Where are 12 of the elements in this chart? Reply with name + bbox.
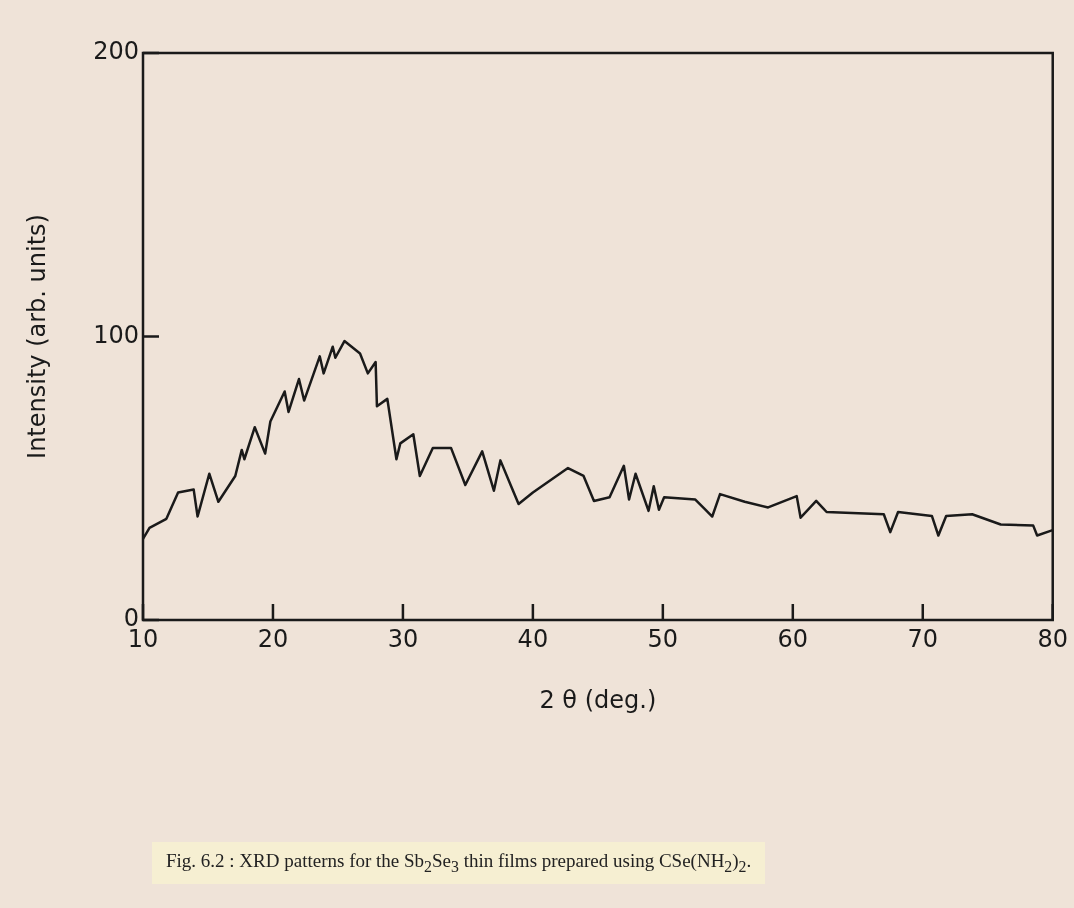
- x-tick-label: 80: [1037, 624, 1068, 653]
- y-axis-title: Intensity (arb. units): [22, 214, 51, 459]
- x-tick-label: 30: [387, 624, 419, 653]
- x-axis-title: 2 θ (deg.): [539, 685, 657, 714]
- y-tick-label: 100: [93, 320, 139, 349]
- y-tick-label: 200: [93, 37, 139, 66]
- x-tick-label: 70: [907, 624, 939, 653]
- x-tick-label: 60: [777, 624, 809, 653]
- x-tick-label: 40: [517, 624, 549, 653]
- x-tick-label: 50: [647, 624, 679, 653]
- x-tick-label: 20: [257, 624, 289, 653]
- text: Fig. 6.2 : XRD patterns for the Sb$_{2}$Se$_{3}$ thin films prepared using CSe(NH$_{2}$)$_{2}$.: [166, 850, 752, 875]
